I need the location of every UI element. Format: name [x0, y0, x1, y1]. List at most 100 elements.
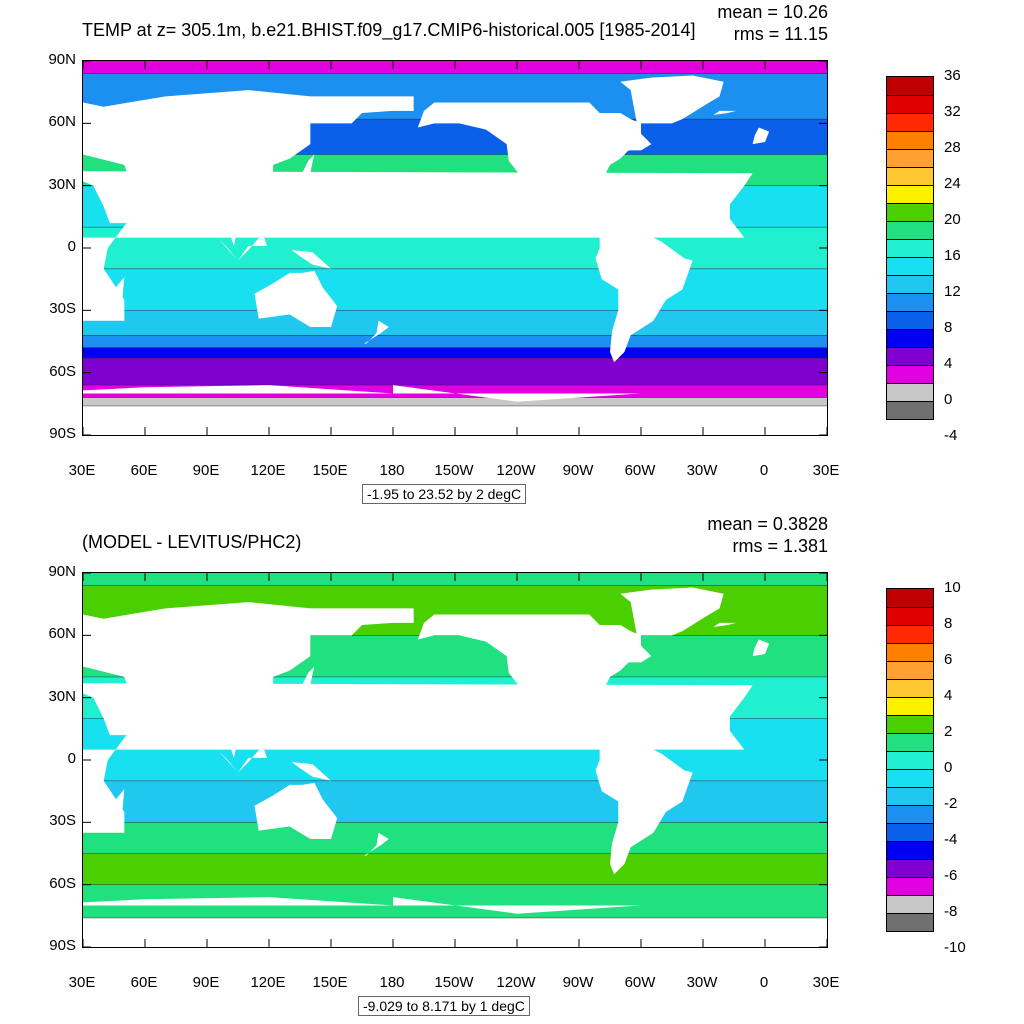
colorbar-swatch	[887, 77, 933, 95]
lon-label: 60W	[624, 462, 656, 479]
lon-label: 30E	[68, 974, 96, 991]
colorbar-swatch	[887, 257, 933, 275]
lon-label: 150E	[312, 974, 348, 991]
colorbar-swatch	[887, 733, 933, 751]
land-mask-8	[417, 614, 652, 744]
colorbar-label: 20	[944, 211, 961, 228]
colorbar-swatch	[887, 805, 933, 823]
colorbar-swatch	[887, 913, 933, 931]
lon-label: 0	[759, 462, 769, 479]
lon-label: 120E	[250, 462, 286, 479]
panel-difference: (MODEL - LEVITUS/PHC2) mean = 0.3828 rms…	[0, 512, 1024, 1024]
land-mask-9	[595, 227, 693, 363]
ocean-band-6	[83, 822, 827, 854]
land-mask-2	[83, 90, 414, 246]
contour-range-box: -9.029 to 8.171 by 1 degC	[358, 996, 530, 1016]
colorbar-label: 8	[944, 615, 953, 632]
lon-label: 30W	[686, 462, 718, 479]
land-mask-14	[83, 385, 641, 435]
colorbar-swatch	[887, 697, 933, 715]
lon-label: 90W	[562, 974, 594, 991]
lon-label: 0	[759, 974, 769, 991]
colorbar-swatch	[887, 329, 933, 347]
land-mask-8	[417, 102, 652, 232]
lon-label: 180	[379, 974, 405, 991]
rms-value: rms = 1.381	[732, 536, 828, 556]
land-mask-6	[291, 250, 331, 269]
land-mask-4	[291, 666, 315, 692]
colorbar-swatch	[887, 841, 933, 859]
lat-label: 60S	[49, 362, 76, 380]
ocean-band-7	[83, 853, 827, 885]
land-mask-3	[254, 270, 338, 327]
colorbar-label: 8	[944, 319, 953, 336]
colorbar-label: -10	[944, 939, 966, 956]
panel-title: (MODEL - LEVITUS/PHC2)	[82, 532, 302, 552]
colorbar-swatch	[887, 95, 933, 113]
lat-label: 90S	[49, 425, 76, 442]
colorbar-swatch	[887, 185, 933, 203]
colorbar-swatch	[887, 293, 933, 311]
lon-label: 30E	[812, 974, 840, 991]
lat-label: 30S	[49, 812, 76, 830]
lon-label: 180	[379, 462, 405, 479]
colorbar-swatch	[887, 625, 933, 643]
colorbar-label: 36	[944, 67, 961, 84]
colorbar	[886, 76, 934, 420]
lon-label: 30E	[68, 462, 96, 479]
ocean-band-9	[83, 347, 827, 359]
lon-label: 150W	[434, 974, 474, 991]
colorbar-swatch	[887, 787, 933, 805]
colorbar-swatch	[887, 131, 933, 149]
lat-label: 60S	[49, 874, 76, 892]
colorbar-label: -2	[944, 795, 958, 812]
land-mask-12	[752, 639, 770, 657]
lon-label: 90E	[192, 462, 220, 479]
lon-label: 150E	[312, 462, 348, 479]
ocean-band-8	[83, 335, 827, 348]
colorbar-label: 4	[944, 687, 953, 704]
panel-title: TEMP at z= 305.1m, b.e21.BHIST.f09_g17.C…	[82, 20, 696, 40]
mean-value: mean = 10.26	[717, 2, 828, 22]
lon-label: 150W	[434, 462, 474, 479]
colorbar-label: 4	[944, 355, 953, 372]
colorbar-swatch	[887, 275, 933, 293]
land-mask-7	[364, 320, 389, 344]
lat-label: 90N	[48, 563, 76, 580]
lat-label: 60N	[48, 625, 76, 643]
lon-label: 120W	[496, 462, 536, 479]
colorbar	[886, 588, 934, 932]
land-mask-11	[713, 622, 737, 628]
lon-label: 90W	[562, 462, 594, 479]
map-plot	[82, 60, 828, 436]
colorbar-label: 10	[944, 579, 961, 596]
contour-range-box: -1.95 to 23.52 by 2 degC	[362, 484, 527, 504]
colorbar-swatch	[887, 383, 933, 401]
colorbar-swatch	[887, 203, 933, 221]
colorbar-label: -4	[944, 831, 958, 848]
colorbar-swatch	[887, 751, 933, 769]
colorbar-swatch	[887, 365, 933, 383]
colorbar-swatch	[887, 859, 933, 877]
colorbar-swatch	[887, 895, 933, 913]
colorbar-swatch	[887, 643, 933, 661]
lon-label: 30E	[812, 462, 840, 479]
lon-label: 30W	[686, 974, 718, 991]
ocean-band-10	[83, 358, 827, 386]
colorbar-swatch	[887, 311, 933, 329]
colorbar-swatch	[887, 823, 933, 841]
colorbar-swatch	[887, 679, 933, 697]
lat-label: 60N	[48, 113, 76, 131]
land-mask-10	[620, 587, 724, 636]
land-mask-10	[620, 75, 724, 124]
lat-label: 90N	[48, 51, 76, 68]
land-mask-1	[111, 789, 125, 812]
colorbar-swatch	[887, 607, 933, 625]
lon-label: 120W	[496, 974, 536, 991]
lon-label: 60W	[624, 974, 656, 991]
map-canvas	[83, 573, 827, 947]
lat-label: 0	[67, 750, 76, 767]
colorbar-label: -8	[944, 903, 958, 920]
map-plot	[82, 572, 828, 948]
colorbar-swatch	[887, 769, 933, 787]
